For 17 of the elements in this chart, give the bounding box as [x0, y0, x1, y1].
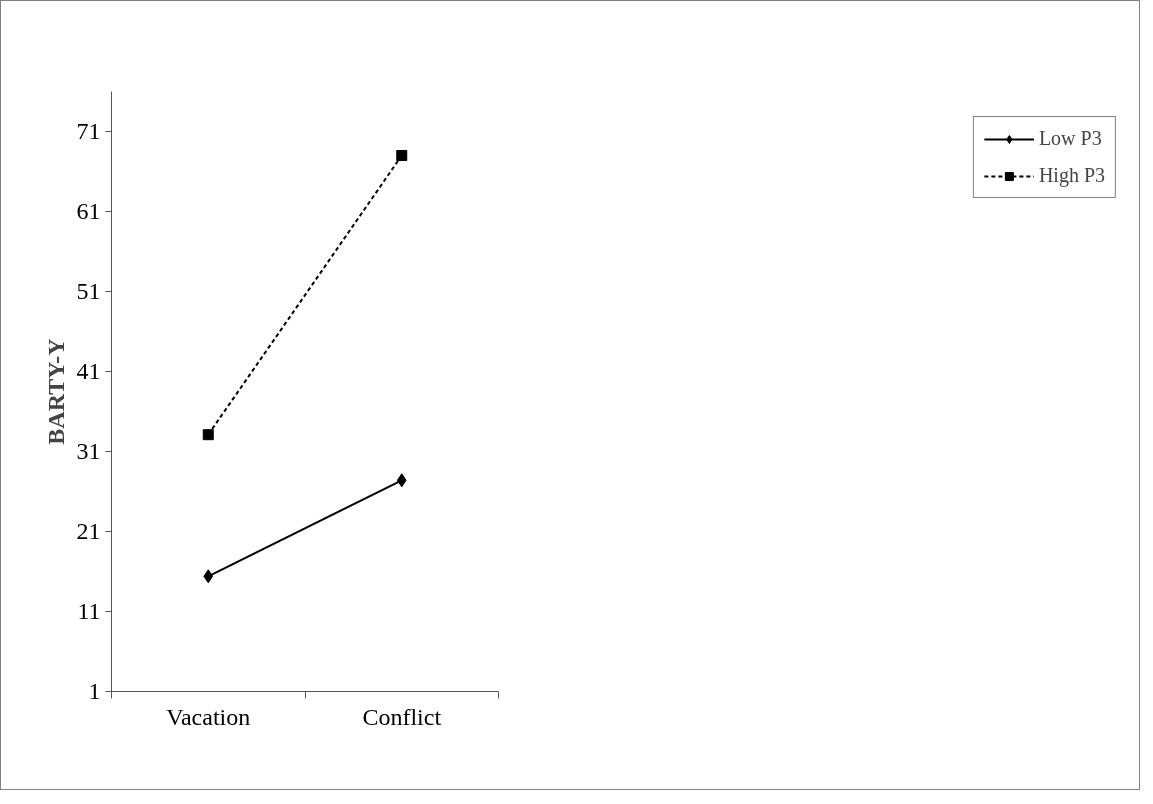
- y-axis-title: BARTY-Y: [42, 338, 69, 445]
- point: [396, 150, 408, 161]
- x-tick-label: Conflict: [362, 703, 442, 730]
- y-tick-label: 51: [76, 278, 101, 304]
- y-tick-label: 31: [76, 438, 101, 464]
- y-tick-label: 61: [76, 198, 101, 224]
- legend-label: High P3: [1038, 164, 1105, 187]
- legend-label: Low P3: [1038, 127, 1102, 150]
- point: [396, 473, 407, 488]
- point: [202, 429, 214, 441]
- point: [203, 569, 214, 584]
- y-tick-label: 11: [77, 598, 101, 624]
- y-tick-label: 1: [88, 678, 101, 704]
- y-tick-label: 41: [76, 358, 101, 384]
- y-tick-label: 21: [76, 518, 101, 544]
- x-tick-label: Vacation: [166, 703, 251, 730]
- y-tick-label: 71: [76, 118, 101, 144]
